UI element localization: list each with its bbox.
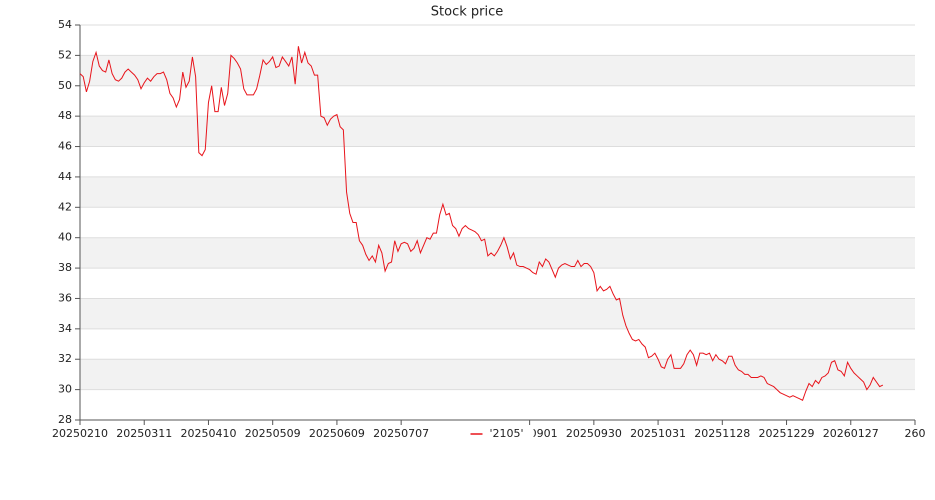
grid-band — [80, 359, 915, 390]
legend-label: '2105' — [490, 427, 524, 440]
x-tick-label: 20260127 — [823, 427, 879, 440]
y-tick-label: 34 — [58, 322, 72, 335]
series-line — [79, 46, 884, 401]
x-tick-label: 20250609 — [309, 427, 365, 440]
x-tick-label: 260 — [905, 427, 926, 440]
y-tick-label: 52 — [58, 48, 72, 61]
grid-band — [80, 116, 915, 147]
y-tick-label: 30 — [58, 383, 72, 396]
y-tick-label: 36 — [58, 291, 72, 304]
y-tick-label: 40 — [58, 231, 72, 244]
y-tick-label: 28 — [58, 413, 72, 426]
x-tick-label: 20250410 — [180, 427, 236, 440]
y-tick-label: 50 — [58, 79, 72, 92]
x-tick-label: 20250311 — [116, 427, 172, 440]
y-tick-label: 32 — [58, 352, 72, 365]
y-tick-label: 46 — [58, 140, 72, 153]
y-tick-label: 48 — [58, 109, 72, 122]
x-tick-label: 20251128 — [694, 427, 750, 440]
chart-title: Stock price — [431, 5, 503, 20]
x-tick-label: 20250210 — [52, 427, 108, 440]
grid-band — [80, 298, 915, 329]
y-tick-label: 44 — [58, 170, 72, 183]
x-tick-label: 20251229 — [759, 427, 815, 440]
grid-band — [80, 55, 915, 86]
y-tick-label: 38 — [58, 261, 72, 274]
grid-band — [80, 237, 915, 269]
grid-band — [80, 176, 915, 208]
x-tick-label: 20250509 — [245, 427, 301, 440]
y-tick-label: 54 — [58, 18, 72, 31]
x-tick-label: 20250707 — [373, 427, 429, 440]
legend-bg — [463, 426, 534, 442]
x-tick-label: 20250930 — [566, 427, 622, 440]
y-tick-label: 42 — [58, 200, 72, 213]
x-tick-label: 20251031 — [630, 427, 686, 440]
